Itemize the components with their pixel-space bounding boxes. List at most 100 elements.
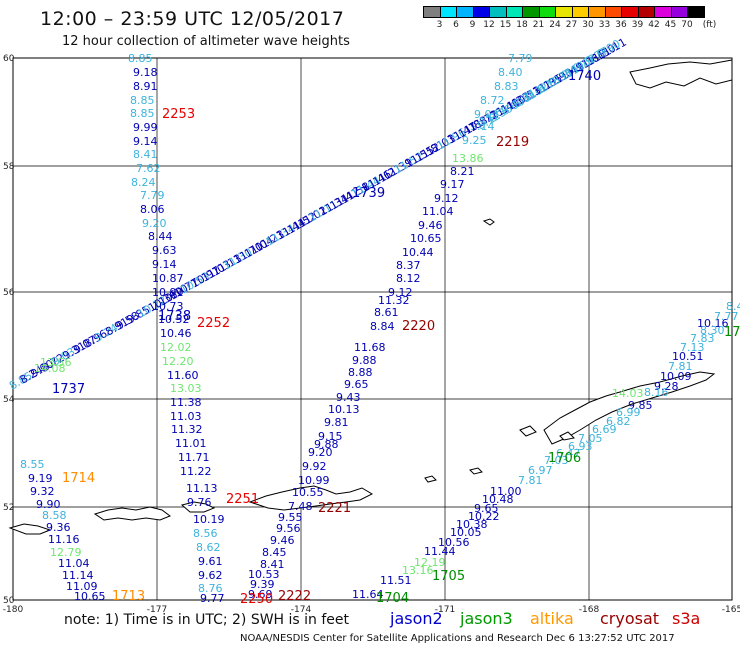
color-scale-tick-label: 12 bbox=[483, 20, 495, 30]
wave-height-obs: 13.86 bbox=[452, 152, 484, 165]
wave-height-obs: 9.65 bbox=[474, 502, 499, 515]
wave-height-obs: 8.41 bbox=[260, 558, 285, 571]
wave-height-obs: 10.48 bbox=[482, 493, 514, 506]
latitude-label: 50 bbox=[3, 596, 15, 606]
wave-height-obs: 8.88 bbox=[348, 366, 373, 379]
wave-height-obs: 9.46 bbox=[270, 534, 295, 547]
wave-height-obs: 11.51 bbox=[380, 574, 412, 587]
pass-time-label: 2222 bbox=[278, 589, 311, 604]
pass-time-label: 1738 bbox=[158, 309, 191, 324]
wave-height-obs: 8.61 bbox=[374, 306, 399, 319]
wave-height-obs: 9.17 bbox=[440, 178, 465, 191]
pass-time-label: 2221 bbox=[318, 501, 351, 516]
color-scale-tick-label: 33 bbox=[598, 20, 611, 30]
longitude-label: -168 bbox=[579, 605, 600, 615]
wave-height-obs: 10.44 bbox=[402, 246, 434, 259]
pass-time-label: 2253 bbox=[162, 107, 195, 122]
wave-height-obs: 12.19 bbox=[414, 556, 446, 569]
color-scale-tick-label: 30 bbox=[582, 20, 594, 30]
wave-height-obs: 9.12 bbox=[388, 286, 413, 299]
pass-time-label: 1739 bbox=[352, 186, 385, 201]
wave-height-obs: 10.16 bbox=[697, 317, 729, 330]
wave-height-obs: 9.19 bbox=[28, 472, 53, 485]
wave-height-obs: 9.81 bbox=[324, 416, 349, 429]
wave-height-obs: 10.73 bbox=[152, 300, 184, 313]
wave-height-obs: 10.99 bbox=[298, 474, 330, 487]
wave-height-obs: 11.00 bbox=[490, 485, 522, 498]
coastline-shape bbox=[424, 475, 437, 483]
longitude-label: -171 bbox=[435, 605, 455, 615]
wave-height-obs: 9.14 bbox=[470, 120, 495, 133]
wave-height-obs: 8.4 bbox=[726, 300, 740, 313]
wave-height-obs: 7.77 bbox=[714, 310, 739, 323]
wave-height-obs: 13.16 bbox=[402, 564, 434, 577]
wave-height-obs: 9.43 bbox=[336, 391, 361, 404]
wave-height-obs: 9.28 bbox=[654, 380, 679, 393]
color-scale-tick-label: 36 bbox=[615, 20, 627, 30]
wave-height-obs: 11.22 bbox=[180, 465, 212, 478]
wave-height-obs: 9.85 bbox=[628, 399, 653, 412]
wave-height-obs: 12.02 bbox=[160, 341, 192, 354]
wave-height-obs: 9.92 bbox=[302, 460, 327, 473]
wave-height-obs: 9.14 bbox=[152, 258, 177, 271]
wave-height-obs: 10.46 bbox=[160, 327, 192, 340]
wave-height-obs: 8.16 bbox=[644, 386, 669, 399]
wave-height-obs: 9.76 bbox=[187, 496, 212, 509]
coastline-shape bbox=[543, 371, 716, 445]
coastline-shape bbox=[482, 218, 495, 226]
wave-height-obs: 9.88 bbox=[352, 354, 377, 367]
wave-height-obs: 9.20 bbox=[308, 446, 333, 459]
wave-height-obs: 8.06 bbox=[140, 203, 165, 216]
wave-height-obs: 8.24 bbox=[131, 176, 156, 189]
wave-height-obs: 9.77 bbox=[200, 592, 225, 605]
wave-height-obs: 13.56 bbox=[40, 356, 72, 369]
wave-height-obs: 8.37 bbox=[396, 259, 421, 272]
wave-height-obs: 11.60 bbox=[167, 369, 199, 382]
coastline-shape bbox=[559, 431, 576, 441]
wave-height-obs: 8.21 bbox=[450, 165, 475, 178]
wave-height-obs: 10.52 bbox=[158, 313, 190, 326]
color-scale-tick-label: 21 bbox=[532, 20, 545, 30]
wave-height-obs: 9.12 bbox=[434, 192, 459, 205]
wave-height-obs: 9.14 bbox=[133, 135, 158, 148]
wave-height-obs: 11.32 bbox=[171, 423, 203, 436]
credit-line: NOAA/NESDIS Center for Satellite Applica… bbox=[240, 633, 675, 644]
wave-height-obs: 9.15 bbox=[318, 430, 343, 443]
wave-height-obs: 10.09 bbox=[660, 370, 692, 383]
wave-height-obs: 7.79 bbox=[508, 52, 533, 65]
wave-height-obs: 8.40 bbox=[498, 66, 523, 79]
coastline-shape bbox=[180, 501, 216, 513]
wave-height-obs: 8.30 bbox=[700, 324, 725, 337]
wave-height-obs: 8.55 bbox=[20, 458, 45, 471]
legend-item-cryosat: cryosat bbox=[600, 609, 660, 628]
wave-height-obs: 10.65 bbox=[410, 232, 442, 245]
wave-height-obs: 9.65 bbox=[344, 378, 369, 391]
wave-height-obs: 10.55 bbox=[292, 486, 324, 499]
color-scale-tick-label: 27 bbox=[565, 20, 578, 30]
wave-height-obs: 8.83 bbox=[494, 80, 519, 93]
wave-height-obs: 11.64 bbox=[352, 588, 384, 601]
wave-height-obs: 9.90 bbox=[36, 498, 61, 511]
longitude-label: -177 bbox=[147, 605, 167, 615]
wave-height-obs: 11.03 bbox=[170, 410, 202, 423]
wave-height-obs: 9.56 bbox=[276, 522, 301, 535]
pass-time-label: 1713 bbox=[112, 589, 145, 604]
pass-time-label: 1706 bbox=[548, 451, 581, 466]
pass-time-label: 17 bbox=[724, 325, 740, 340]
wave-height-obs: 10.91 bbox=[152, 286, 184, 299]
wave-height-obs: 14.03 bbox=[612, 387, 644, 400]
color-scale-tick-label: 24 bbox=[549, 20, 561, 30]
wave-height-obs: 9.36 bbox=[46, 521, 71, 534]
wave-height-obs: 11.68 bbox=[354, 341, 386, 354]
color-scale-tick-label: 9 bbox=[469, 20, 476, 30]
pass-time-label: 1740 bbox=[568, 69, 601, 84]
wave-height-obs: 10.65 bbox=[74, 590, 106, 603]
coastline-shape bbox=[8, 523, 52, 535]
wave-height-obs: 6.93 bbox=[568, 440, 593, 453]
wave-height-obs: 8.56 bbox=[193, 527, 218, 540]
color-scale-tick-label: 70 bbox=[681, 20, 693, 30]
wave-height-obs: 10.05 bbox=[450, 526, 482, 539]
pass-time-label: 1705 bbox=[432, 569, 465, 584]
wave-height-obs: 6.82 bbox=[606, 415, 631, 428]
wave-height-obs: 10.87 bbox=[152, 272, 184, 285]
